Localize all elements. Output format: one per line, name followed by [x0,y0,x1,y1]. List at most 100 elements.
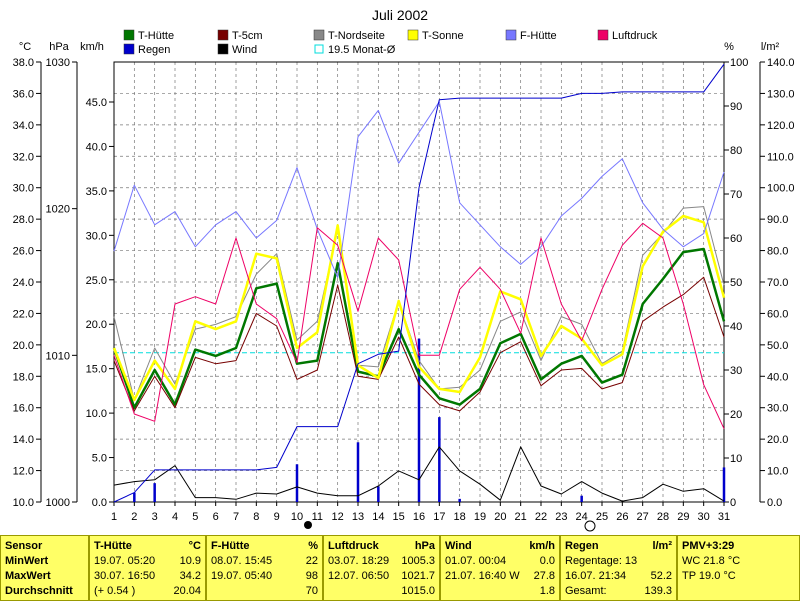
stats-value: 0.0 [539,555,555,567]
temp-tick-label: 14.0 [13,434,34,446]
temp-tick-label: 16.0 [13,403,34,415]
hpa-tick-label: 1010 [46,350,70,362]
stats-value: 10.9 [179,555,201,567]
stats-t-huette-panel: T-Hütte °C 19.07. 05:20 10.9 30.07. 16:50 3… [89,535,206,601]
percent-unit-label: % [724,41,734,53]
temp-tick-label: 18.0 [13,371,34,383]
temp-tick-label: 30.0 [13,183,34,195]
stats-time: 01.07. 00:04 [445,555,507,567]
rain-tick-label: 100.0 [767,183,795,195]
rain-tick-label: 0.0 [767,497,782,509]
stats-value: 98 [305,570,318,582]
temp-tick-label: 34.0 [13,120,34,132]
kmh-tick-label: 45.0 [86,97,107,109]
stats-value: 52.2 [650,570,672,582]
rain-unit-label: l/m² [761,41,780,53]
rain-tick-label: 30.0 [767,403,788,415]
stats-value: 1015.0 [401,585,435,597]
x-tick-label: 15 [393,511,405,523]
stats-unit: km/h [529,540,555,552]
stats-time: 03.07. 18:29 [328,555,390,567]
stats-wind-panel: Wind km/h 01.07. 00:04 0.0 21.07. 16:40 W 2… [440,535,560,601]
stats-unit: °C [188,540,201,552]
kmh-tick-label: 20.0 [86,319,107,331]
stats-title: PMV+3:29 [682,540,735,552]
legend-label: F-Hütte [520,30,557,42]
stats-value: TP 19.0 °C [682,570,736,582]
temp-tick-label: 38.0 [13,57,34,69]
stats-time: (+ 0.54 ) [94,585,136,597]
new-moon-icon [304,521,312,529]
rain-tick-label: 20.0 [767,434,788,446]
legend-swatch [123,43,135,55]
stats-value: 70 [305,585,318,597]
temp-tick-label: 28.0 [13,214,34,226]
percent-tick-label: 100 [730,57,748,69]
temp-tick-label: 22.0 [13,308,34,320]
legend-swatch [597,29,609,41]
stats-time: 30.07. 16:50 [94,570,156,582]
rain-tick-label: 140.0 [767,57,795,69]
chart-title: Juli 2002 [372,7,428,23]
percent-tick-label: 60 [730,233,742,245]
legend-swatch [407,29,419,41]
stats-time: 19.07. 05:40 [211,570,273,582]
x-tick-label: 14 [372,511,384,523]
legend-swatch [123,29,135,41]
x-tick-label: 7 [233,511,239,523]
legend-label: T-5cm [232,30,263,42]
stats-luftdruck-panel: Luftdruck hPa 03.07. 18:29 1005.3 12.07. 0… [323,535,440,601]
stats-unit: l/m² [652,540,672,552]
temp-tick-label: 20.0 [13,340,34,352]
stats-title: T-Hütte [94,540,132,552]
stats-value: 20.04 [173,585,201,597]
legend-label: T-Nordseite [328,30,385,42]
series-t-5cm [113,276,725,412]
x-tick-label: 20 [494,511,506,523]
x-tick-label: 28 [657,511,669,523]
stats-row-label: MaxWert [5,570,51,582]
rain-tick-label: 40.0 [767,371,788,383]
kmh-tick-label: 0.0 [92,497,107,509]
legend-swatch [505,29,517,41]
x-tick-label: 27 [637,511,649,523]
stats-value: 1021.7 [401,570,435,582]
kmh-tick-label: 15.0 [86,364,107,376]
temp-tick-label: 32.0 [13,151,34,163]
kmh-tick-label: 25.0 [86,275,107,287]
stats-value: 139.3 [644,585,672,597]
stats-row-label: Durchschnitt [5,585,73,597]
series-wind [113,446,725,502]
kmh-tick-label: 35.0 [86,186,107,198]
temp-tick-label: 26.0 [13,246,34,258]
x-tick-label: 3 [152,511,158,523]
stats-f-huette-panel: F-Hütte% 08.07. 15:45 22 19.07. 05:40 98 7… [206,535,323,601]
statistics-table: Sensor MinWert MaxWert Durchschnitt T-Hü… [0,535,800,601]
stats-title: Regen [565,540,599,552]
percent-tick-label: 30 [730,365,742,377]
legend-label: Wind [232,44,257,56]
x-tick-label: 8 [253,511,259,523]
x-tick-label: 11 [312,511,323,523]
legend-label: Regen [138,44,170,56]
kmh-tick-label: 10.0 [86,408,107,420]
percent-tick-label: 0 [730,497,736,509]
x-tick-label: 13 [352,511,364,523]
stats-unit: % [308,540,318,552]
stats-value: 22 [305,555,318,567]
x-tick-label: 23 [555,511,567,523]
stats-title: F-Hütte [211,540,250,552]
stats-value: 1005.3 [401,555,435,567]
weather-chart: Juli 2002 T-Hütte T-5cm T-Nordseite T-Sonne… [13,7,795,532]
percent-tick-label: 50 [730,277,742,289]
legend-swatch [313,29,325,41]
kmh-tick-label: 40.0 [86,141,107,153]
stats-row-label: MinWert [5,555,49,567]
hpa-unit-label: hPa [49,41,69,53]
series-f-huette [113,101,725,279]
stats-value: 1.8 [539,585,555,597]
stats-value: WC 21.8 °C [682,555,741,567]
full-moon-icon [584,520,596,532]
moon-markers [304,520,596,532]
stats-time: Regentage: 13 [565,555,638,567]
